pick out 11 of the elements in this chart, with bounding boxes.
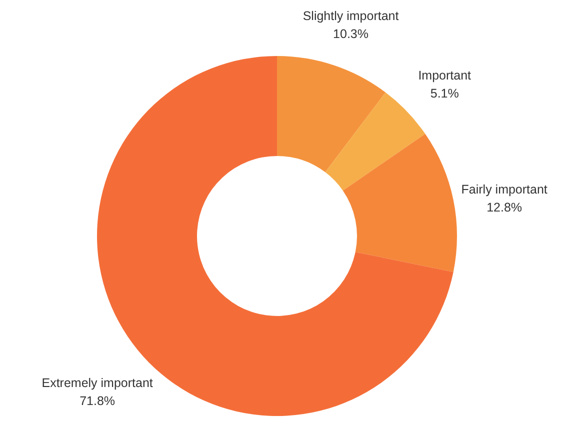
data-label: 5.1%: [430, 86, 459, 101]
data-label: 12.8%: [486, 200, 522, 215]
data-label: 10.3%: [333, 27, 368, 42]
slice-label: Fairly important: [461, 182, 548, 197]
donut-slice: [342, 134, 457, 272]
donut-slice: [277, 56, 386, 172]
slice-label: Slightly important: [302, 9, 400, 24]
donut-slice: [325, 92, 426, 191]
slice-label: Extremely important: [42, 376, 154, 390]
slice-label: Important: [418, 68, 472, 83]
data-label: 71.8%: [80, 394, 116, 408]
